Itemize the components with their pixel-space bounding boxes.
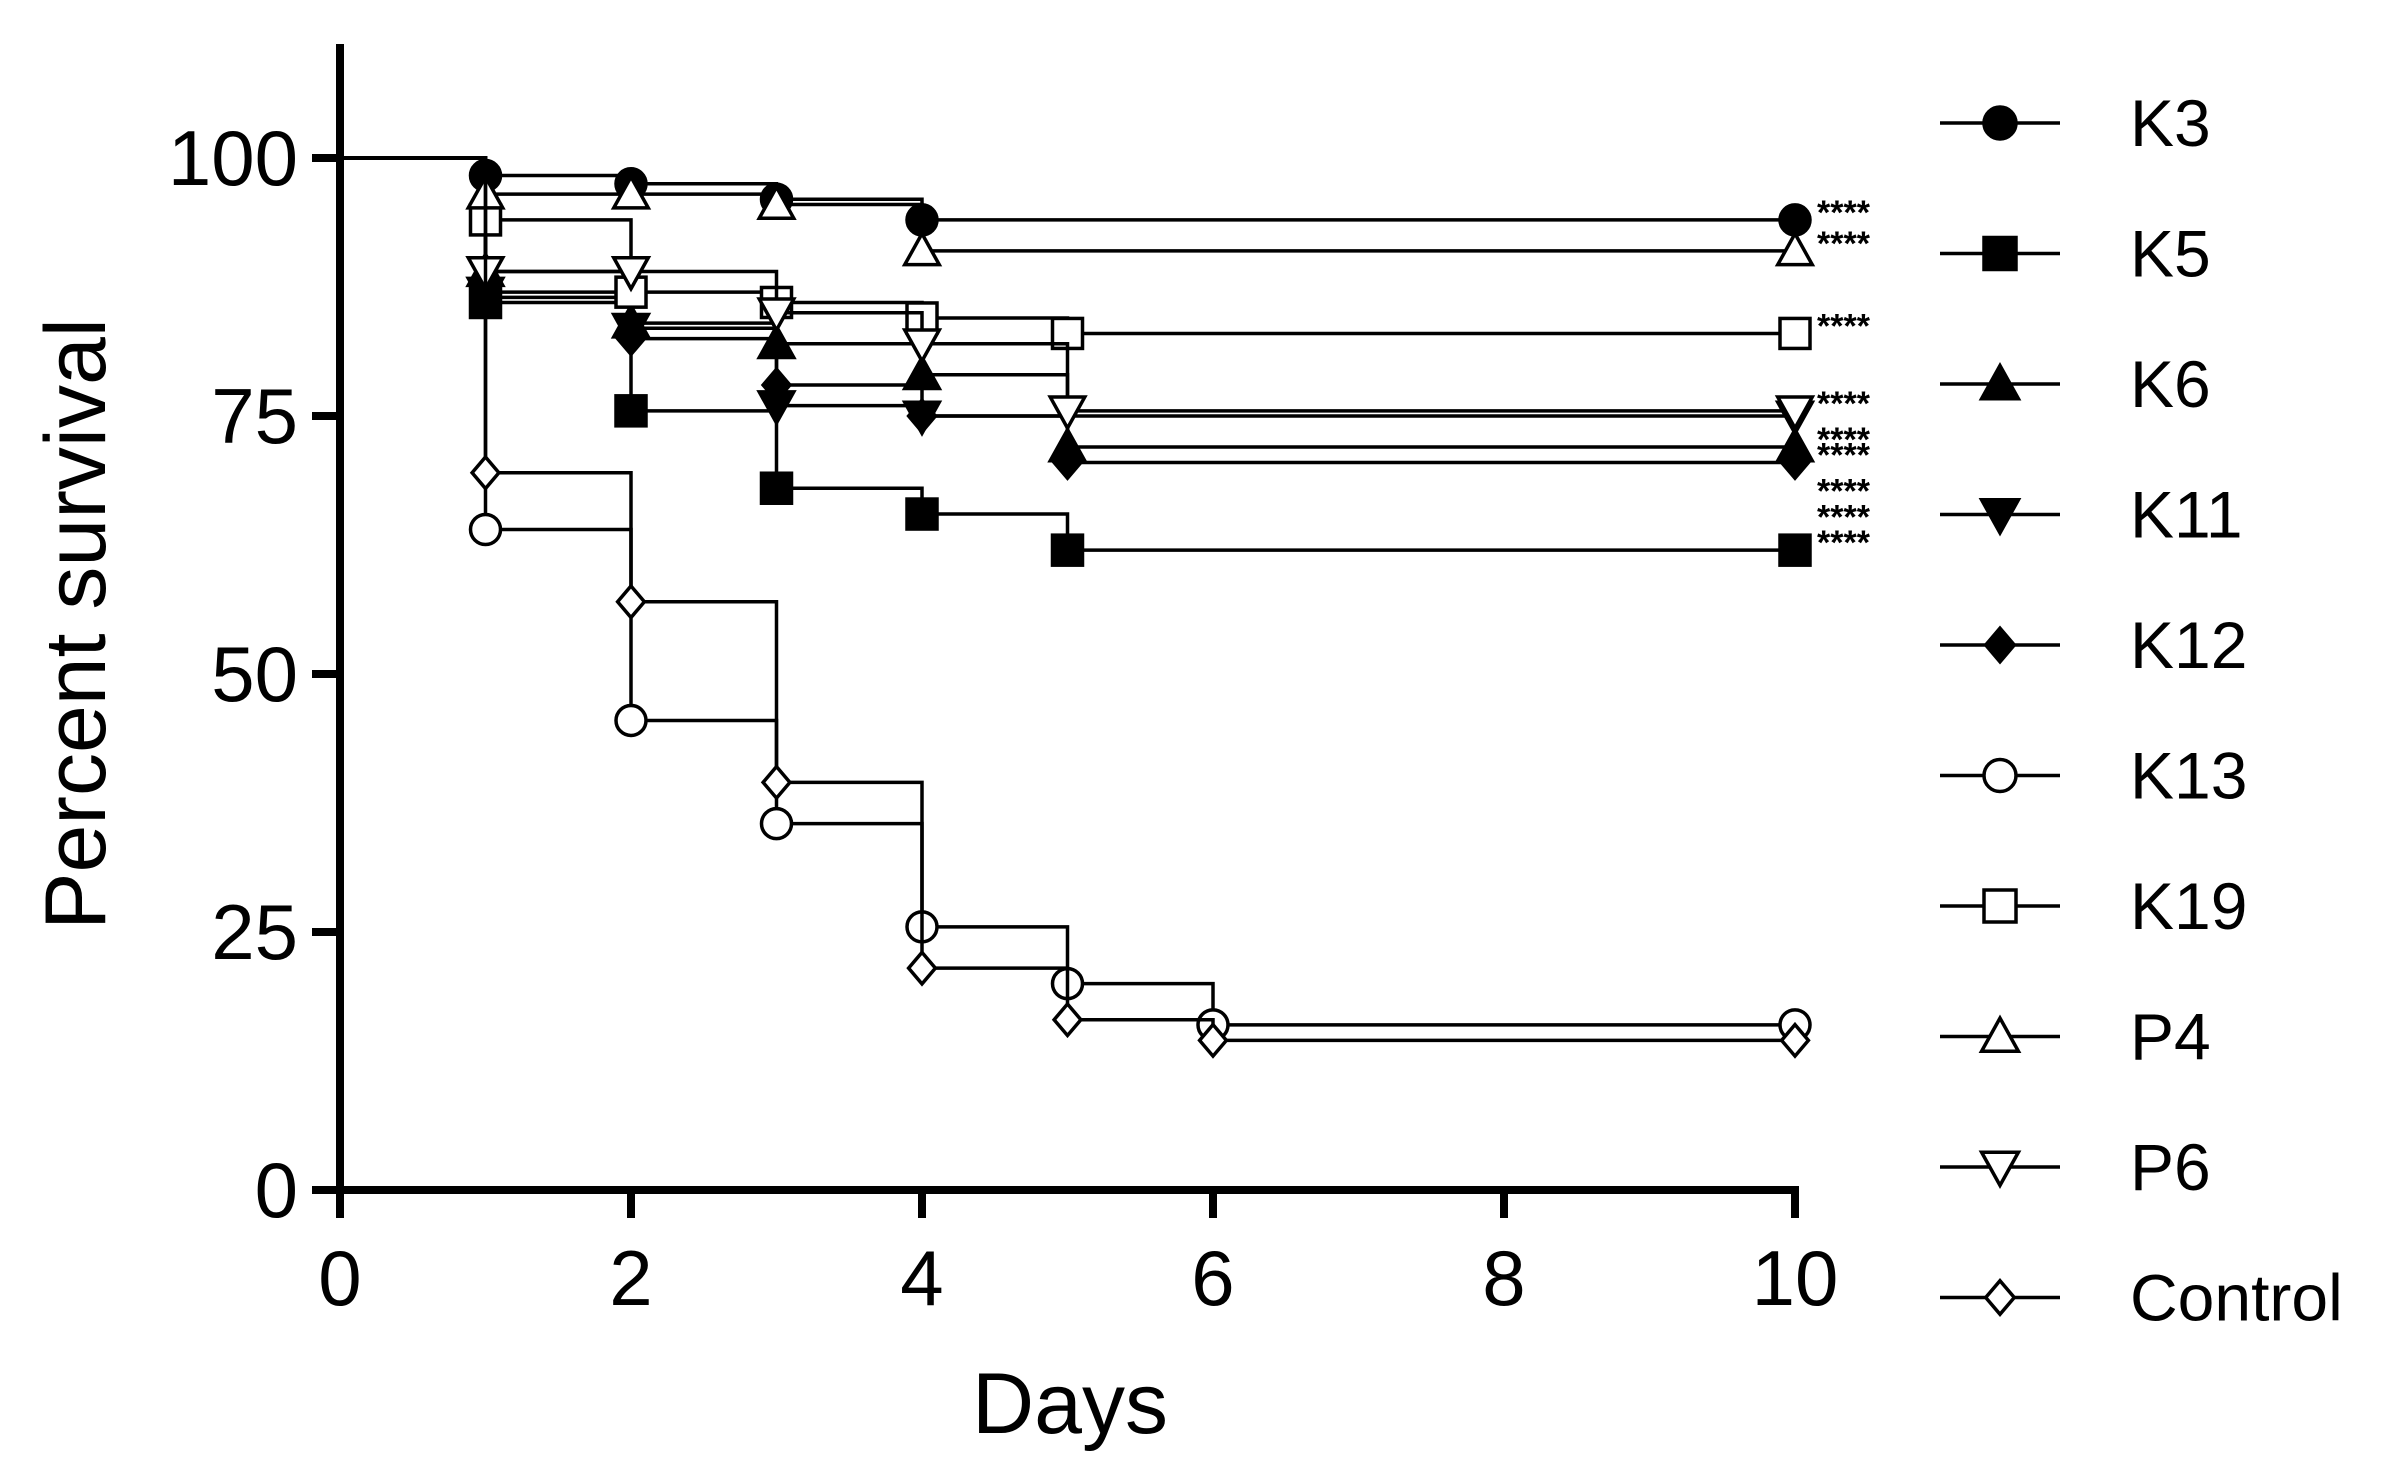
- series-k3: [340, 156, 1812, 237]
- y-tick-label: 100: [168, 114, 298, 202]
- legend-item-k12: K12: [1940, 608, 2247, 682]
- x-tick-label: 2: [609, 1234, 652, 1322]
- data-point: [1779, 1021, 1811, 1059]
- data-point: [1050, 533, 1085, 567]
- legend-marker: [1978, 498, 2022, 537]
- significance-label: ****: [1817, 473, 1871, 511]
- series-line: [340, 156, 1795, 413]
- data-point: [610, 173, 652, 210]
- series-k13: [340, 156, 1812, 1042]
- significance-label: ****: [1817, 421, 1871, 459]
- legend-label: K5: [2130, 217, 2211, 291]
- significance-label: ****: [1817, 385, 1871, 423]
- data-point: [901, 230, 943, 267]
- data-point: [610, 255, 652, 293]
- legend-label: K19: [2130, 869, 2247, 943]
- significance-label: ****: [1817, 307, 1871, 345]
- x-tick-label: 6: [1191, 1234, 1234, 1322]
- significance-label: ****: [1817, 194, 1871, 232]
- legend-item-p6: P6: [1940, 1130, 2211, 1204]
- y-tick-label: 0: [255, 1146, 298, 1234]
- legend-item-p4: P4: [1940, 1000, 2211, 1074]
- y-tick-label: 25: [211, 888, 298, 976]
- data-point: [1774, 230, 1816, 267]
- data-point: [901, 328, 943, 365]
- data-point: [469, 454, 502, 492]
- data-point: [1778, 533, 1812, 567]
- series-control: [340, 156, 1811, 1059]
- data-point: [614, 394, 648, 428]
- legend-label: P6: [2130, 1130, 2211, 1204]
- legend: K3 K5 K6 K11 K12 K13 K19 P4 P6 Control: [1940, 86, 2343, 1335]
- significance-label: ****: [1817, 498, 1871, 536]
- series-line: [340, 156, 1795, 1027]
- data-point: [615, 583, 647, 621]
- data-point: [756, 183, 797, 220]
- legend-label: Control: [2130, 1261, 2343, 1335]
- significance-label: ****: [1817, 225, 1871, 263]
- series-line: [340, 156, 1795, 1043]
- data-point: [906, 397, 938, 435]
- data-point: [468, 512, 503, 547]
- annotation-layer: ************************************: [1817, 194, 1871, 562]
- legend-label: K11: [2130, 478, 2243, 552]
- series-k19: [340, 156, 1812, 351]
- legend-label: K12: [2130, 608, 2247, 682]
- legend-item-k11: K11: [1940, 478, 2243, 552]
- data-point: [1051, 443, 1084, 481]
- legend-label: P4: [2130, 1000, 2211, 1074]
- data-point: [760, 366, 793, 404]
- y-axis-title: Percent survival: [28, 318, 124, 930]
- legend-marker: [1982, 105, 2018, 141]
- legend-item-k3: K3: [1940, 86, 2211, 160]
- significance-label: ****: [1817, 524, 1871, 562]
- data-point: [1778, 316, 1812, 351]
- data-point: [759, 471, 794, 505]
- data-point: [760, 763, 793, 801]
- series-line: [340, 156, 1795, 336]
- data-point: [614, 703, 648, 738]
- y-tick-label: 50: [211, 630, 298, 718]
- legend-label: K6: [2130, 347, 2211, 421]
- x-tick-label: 4: [900, 1234, 943, 1322]
- legend-marker: [1983, 625, 2017, 665]
- legend-marker: [1978, 1150, 2022, 1190]
- legend-item-k19: K19: [1940, 869, 2247, 943]
- legend-item-k13: K13: [1940, 739, 2247, 813]
- data-point: [756, 297, 797, 334]
- data-point: [615, 320, 647, 358]
- legend-label: K13: [2130, 739, 2247, 813]
- data-point: [906, 949, 938, 987]
- legend-marker: [1982, 235, 2018, 272]
- y-tick-label: 75: [211, 372, 298, 460]
- x-tick-label: 10: [1752, 1234, 1839, 1322]
- data-point: [905, 497, 939, 531]
- data-point: [759, 806, 794, 841]
- x-axis-title: Days: [972, 1356, 1168, 1452]
- series-line: [340, 156, 1795, 253]
- data-point: [1779, 443, 1811, 481]
- legend-item-k5: K5: [1940, 217, 2211, 291]
- data-point: [1197, 1021, 1229, 1059]
- data-point: [1047, 395, 1088, 432]
- data-point: [1051, 1001, 1084, 1039]
- legend-label: K3: [2130, 86, 2211, 160]
- legend-marker: [1978, 1014, 2022, 1053]
- legend-marker: [1983, 1277, 2017, 1318]
- data-point: [1774, 395, 1816, 432]
- legend-marker: [1982, 888, 2018, 924]
- series-line: [340, 156, 1795, 222]
- legend-marker: [1978, 361, 2022, 401]
- series-layer: [340, 156, 1816, 1059]
- legend-marker: [1982, 757, 2018, 794]
- legend-item-control: Control: [1940, 1261, 2343, 1335]
- x-tick-label: 0: [318, 1234, 361, 1322]
- significance-label: ****: [1817, 436, 1871, 474]
- x-tick-label: 8: [1482, 1234, 1525, 1322]
- legend-item-k6: K6: [1940, 347, 2211, 421]
